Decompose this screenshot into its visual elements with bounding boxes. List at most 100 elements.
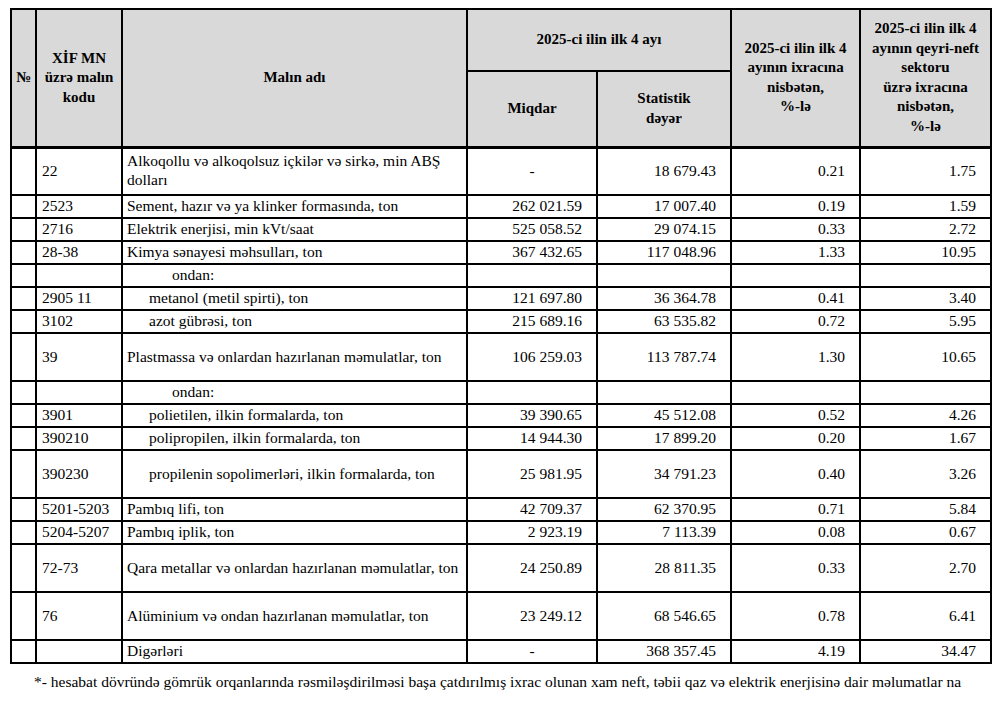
cell-share-of-nonoil-exports: 5.95 bbox=[860, 310, 991, 333]
table-body: 22Alkoqollu və alkoqolsuz içkilər və sir… bbox=[11, 147, 991, 663]
cell-commodity-code bbox=[36, 640, 122, 663]
cell-share-of-nonoil-exports: 2.72 bbox=[860, 218, 991, 241]
cell-commodity-name: Pambıq lifi, ton bbox=[122, 498, 467, 521]
cell-quantity: 25 981.95 bbox=[467, 450, 597, 498]
header-commodity-code: XİF MN üzrə malın kodu bbox=[36, 9, 122, 147]
cell-commodity-name: Pambıq iplik, ton bbox=[122, 521, 467, 544]
cell-row-number bbox=[11, 450, 36, 498]
page: № XİF MN üzrə malın kodu Malın adı 2025-… bbox=[0, 0, 1000, 691]
cell-share-of-exports: 0.20 bbox=[731, 427, 860, 450]
cell-commodity-name: polipropilen, ilkin formalarda, ton bbox=[122, 427, 467, 450]
cell-share-of-exports: 1.33 bbox=[731, 241, 860, 264]
cell-quantity: 42 709.37 bbox=[467, 498, 597, 521]
table-row: ondan: bbox=[11, 264, 991, 287]
cell-commodity-name: Plastmassa və onlardan hazırlanan məmula… bbox=[122, 333, 467, 381]
table-row: 2905 11metanol (metil spirti), ton121 69… bbox=[11, 287, 991, 310]
cell-row-number bbox=[11, 427, 36, 450]
header-share-of-exports: 2025-ci ilin ilk 4 ayının ixracına nisbə… bbox=[731, 9, 860, 147]
cell-statistical-value bbox=[597, 264, 731, 287]
table-row: 2523Sement, hazır və ya klinker formasın… bbox=[11, 195, 991, 218]
cell-row-number bbox=[11, 333, 36, 381]
table-row: 22Alkoqollu və alkoqolsuz içkilər və sir… bbox=[11, 147, 991, 195]
cell-statistical-value: 34 791.23 bbox=[597, 450, 731, 498]
table-row: ondan: bbox=[11, 381, 991, 404]
cell-statistical-value: 63 535.82 bbox=[597, 310, 731, 333]
cell-share-of-nonoil-exports: 5.84 bbox=[860, 498, 991, 521]
cell-commodity-code: 2716 bbox=[36, 218, 122, 241]
cell-share-of-nonoil-exports: 10.65 bbox=[860, 333, 991, 381]
cell-quantity: 121 697.80 bbox=[467, 287, 597, 310]
footnote: *- hesabat dövründə gömrük orqanlarında … bbox=[34, 673, 990, 691]
cell-share-of-nonoil-exports: 10.95 bbox=[860, 241, 991, 264]
cell-row-number bbox=[11, 287, 36, 310]
table-row: 5201-5203Pambıq lifi, ton42 709.3762 370… bbox=[11, 498, 991, 521]
cell-share-of-nonoil-exports: 34.47 bbox=[860, 640, 991, 663]
table-row: 390210polipropilen, ilkin formalarda, to… bbox=[11, 427, 991, 450]
cell-share-of-nonoil-exports: 6.41 bbox=[860, 592, 991, 640]
cell-share-of-exports: 1.30 bbox=[731, 333, 860, 381]
cell-statistical-value: 28 811.35 bbox=[597, 544, 731, 592]
header-statistical-value: Statistik dəyər bbox=[597, 71, 731, 147]
table-row: 3102azot gübrəsi, ton215 689.1663 535.82… bbox=[11, 310, 991, 333]
header-period-group: 2025-ci ilin ilk 4 ayı bbox=[467, 9, 731, 71]
cell-commodity-code: 28-38 bbox=[36, 241, 122, 264]
cell-statistical-value: 68 546.65 bbox=[597, 592, 731, 640]
cell-quantity: 262 021.59 bbox=[467, 195, 597, 218]
cell-commodity-code bbox=[36, 381, 122, 404]
cell-share-of-nonoil-exports bbox=[860, 381, 991, 404]
cell-quantity bbox=[467, 264, 597, 287]
cell-share-of-exports: 0.71 bbox=[731, 498, 860, 521]
cell-statistical-value: 117 048.96 bbox=[597, 241, 731, 264]
cell-quantity: 525 058.52 bbox=[467, 218, 597, 241]
cell-share-of-exports: 0.33 bbox=[731, 218, 860, 241]
cell-share-of-nonoil-exports bbox=[860, 264, 991, 287]
cell-share-of-exports: 0.41 bbox=[731, 287, 860, 310]
cell-commodity-code: 5204-5207 bbox=[36, 521, 122, 544]
header-quantity: Miqdar bbox=[467, 71, 597, 147]
table-row: 39Plastmassa və onlardan hazırlanan məmu… bbox=[11, 333, 991, 381]
cell-commodity-name: azot gübrəsi, ton bbox=[122, 310, 467, 333]
cell-commodity-code: 3901 bbox=[36, 404, 122, 427]
cell-statistical-value: 113 787.74 bbox=[597, 333, 731, 381]
cell-quantity: 106 259.03 bbox=[467, 333, 597, 381]
table-row: 3901polietilen, ilkin formalarda, ton39 … bbox=[11, 404, 991, 427]
cell-commodity-name: Elektrik enerjisi, min kVt/saat bbox=[122, 218, 467, 241]
cell-statistical-value: 45 512.08 bbox=[597, 404, 731, 427]
cell-statistical-value: 62 370.95 bbox=[597, 498, 731, 521]
cell-quantity: 24 250.89 bbox=[467, 544, 597, 592]
cell-commodity-code: 22 bbox=[36, 147, 122, 195]
cell-share-of-exports bbox=[731, 381, 860, 404]
table-row: 2716Elektrik enerjisi, min kVt/saat525 0… bbox=[11, 218, 991, 241]
cell-row-number bbox=[11, 264, 36, 287]
cell-commodity-name: Sement, hazır və ya klinker formasında, … bbox=[122, 195, 467, 218]
cell-statistical-value: 368 357.45 bbox=[597, 640, 731, 663]
table-row: 76Alüminium və ondan hazırlanan məmulatl… bbox=[11, 592, 991, 640]
cell-row-number bbox=[11, 147, 36, 195]
cell-row-number bbox=[11, 195, 36, 218]
cell-row-number bbox=[11, 521, 36, 544]
cell-quantity bbox=[467, 381, 597, 404]
cell-row-number bbox=[11, 381, 36, 404]
cell-share-of-exports: 0.72 bbox=[731, 310, 860, 333]
cell-commodity-name: ondan: bbox=[122, 264, 467, 287]
cell-share-of-exports: 0.33 bbox=[731, 544, 860, 592]
cell-statistical-value: 29 074.15 bbox=[597, 218, 731, 241]
table-row: 5204-5207Pambıq iplik, ton2 923.197 113.… bbox=[11, 521, 991, 544]
cell-share-of-nonoil-exports: 2.70 bbox=[860, 544, 991, 592]
cell-commodity-code: 2523 bbox=[36, 195, 122, 218]
cell-row-number bbox=[11, 640, 36, 663]
cell-commodity-name: Kimya sənayesi məhsulları, ton bbox=[122, 241, 467, 264]
cell-row-number bbox=[11, 241, 36, 264]
cell-share-of-exports: 0.78 bbox=[731, 592, 860, 640]
cell-quantity: 2 923.19 bbox=[467, 521, 597, 544]
cell-commodity-code bbox=[36, 264, 122, 287]
cell-quantity: 39 390.65 bbox=[467, 404, 597, 427]
cell-share-of-exports: 0.40 bbox=[731, 450, 860, 498]
cell-commodity-name: polietilen, ilkin formalarda, ton bbox=[122, 404, 467, 427]
cell-commodity-code: 39 bbox=[36, 333, 122, 381]
cell-row-number bbox=[11, 592, 36, 640]
cell-commodity-code: 72-73 bbox=[36, 544, 122, 592]
table-row: 72-73Qara metallar və onlardan hazırlana… bbox=[11, 544, 991, 592]
cell-statistical-value: 36 364.78 bbox=[597, 287, 731, 310]
cell-quantity: 367 432.65 bbox=[467, 241, 597, 264]
